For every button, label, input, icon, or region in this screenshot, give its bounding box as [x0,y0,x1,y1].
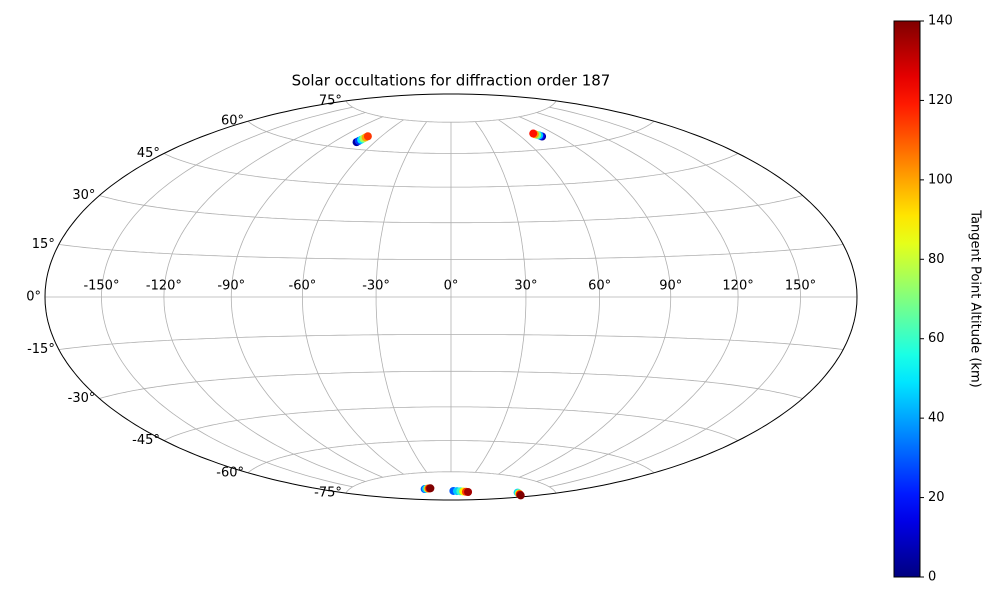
grid-line [375,121,428,473]
chart-title: Solar occultations for diffraction order… [292,72,611,90]
x-tick-label: -120° [146,279,182,294]
x-tick-label: -90° [217,279,245,294]
grid-line [474,121,527,473]
colorbar-tick-label: 120 [928,93,953,108]
grid-line [163,112,366,482]
colorbar-tick-label: 80 [928,252,945,267]
grid-line [230,116,383,478]
data-point [529,129,538,138]
y-tick-label: -75° [314,486,342,501]
colorbar-tick-label: 60 [928,331,945,346]
grid-line [536,112,739,482]
y-tick-label: 30° [72,188,95,203]
x-tick-label: 150° [785,279,816,294]
colorbar-label: Tangent Point Altitude (km) [968,209,983,387]
y-tick-label: -45° [132,433,160,448]
x-tick-label: 90° [659,279,682,294]
x-tick-label: 0° [444,279,459,294]
colorbar-tick-label: 0 [928,570,936,585]
x-tick-label: -30° [362,279,390,294]
x-tick-label: 120° [722,279,753,294]
x-tick-label: -150° [83,279,119,294]
grid-line [302,119,404,475]
colorbar-tick-label: 40 [928,411,945,426]
y-tick-label: 0° [26,290,41,305]
y-tick-label: 60° [221,114,244,129]
colorbar-tick-label: 100 [928,172,953,187]
x-tick-label: 30° [514,279,537,294]
colorbar [893,20,921,578]
y-tick-label: 75° [319,93,342,108]
y-tick-label: -15° [27,342,55,357]
grid-line [101,106,353,488]
y-tick-label: -60° [216,465,244,480]
colorbar-tick-label: 140 [928,14,953,29]
x-tick-label: 60° [588,279,611,294]
y-tick-label: -30° [68,391,96,406]
map-outline [44,93,858,501]
grid-line [519,116,672,478]
data-point [516,491,525,500]
data-point [464,488,473,497]
data-point [363,132,372,141]
data-point [426,484,435,493]
x-tick-label: -60° [289,279,317,294]
grid-line [498,119,600,475]
grid-line [549,106,801,488]
y-tick-label: 45° [137,146,160,161]
colorbar-tick-label: 20 [928,490,945,505]
y-tick-label: 15° [32,237,55,252]
